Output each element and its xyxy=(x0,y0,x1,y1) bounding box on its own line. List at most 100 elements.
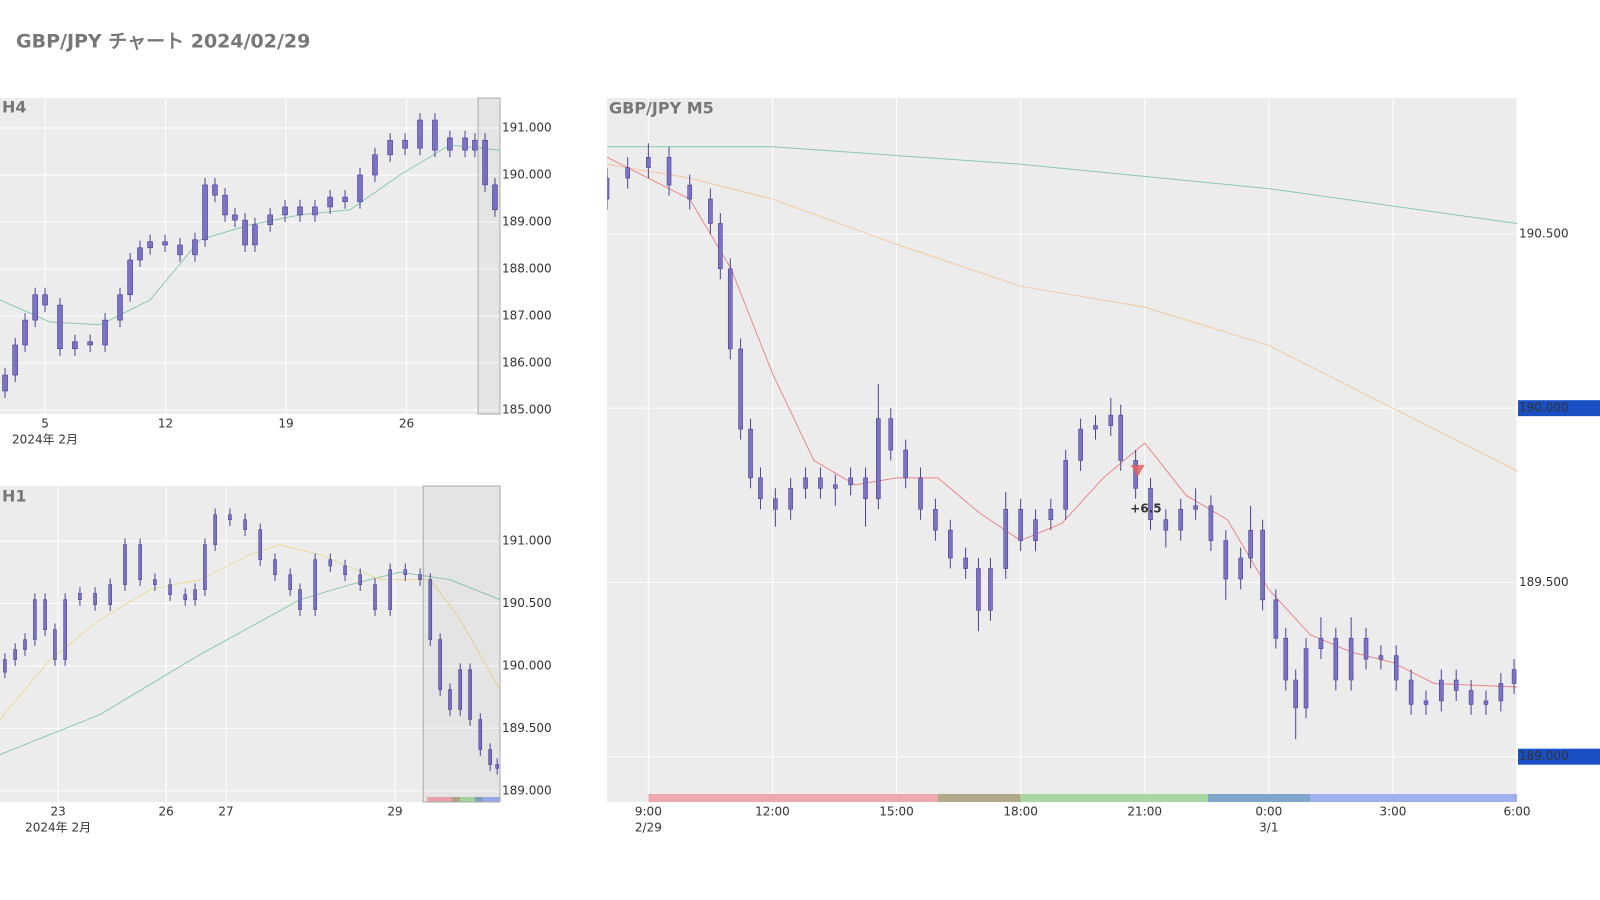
range-box xyxy=(422,485,501,803)
x-tick-label: 27 xyxy=(218,805,233,819)
x-tick-label: 26 xyxy=(399,417,414,431)
candle-body xyxy=(1163,519,1169,531)
candle-body xyxy=(327,196,333,208)
candle-body xyxy=(312,206,318,216)
candle-body xyxy=(1033,519,1038,541)
candle-body xyxy=(848,477,853,486)
candle-body xyxy=(738,348,743,430)
candle-body xyxy=(472,139,478,151)
candle-body xyxy=(418,574,422,580)
candle-body xyxy=(748,428,753,479)
candle-body xyxy=(1118,414,1124,461)
candle-body xyxy=(93,593,97,605)
candle-body xyxy=(666,156,672,186)
candle-body xyxy=(773,498,778,510)
candle-body xyxy=(918,477,923,510)
candle-body xyxy=(123,544,127,585)
candle-body xyxy=(2,374,8,392)
candle-body xyxy=(42,294,48,306)
x-tick-label: 21:00 xyxy=(1127,805,1162,819)
price-highlight xyxy=(1518,748,1600,765)
candle-body xyxy=(1193,505,1198,510)
candle-body xyxy=(12,344,18,376)
candle-body xyxy=(438,639,442,690)
y-tick-label: 187.000 xyxy=(502,308,552,322)
candle-body xyxy=(63,599,67,660)
candle-body xyxy=(818,477,823,489)
candle-body xyxy=(1048,508,1054,521)
y-tick-label: 190.500 xyxy=(1519,226,1569,240)
candle-body xyxy=(1078,428,1083,461)
candle-body xyxy=(343,565,347,575)
candle-body xyxy=(788,488,793,510)
candle-body xyxy=(87,341,93,346)
candle-body xyxy=(402,139,408,149)
candle-body xyxy=(1208,505,1214,541)
candle-body xyxy=(388,569,392,610)
session-band xyxy=(1310,794,1517,802)
x-sublabel: 2024年 2月 xyxy=(25,821,91,835)
y-tick-label: 189.500 xyxy=(1519,575,1569,589)
session-band xyxy=(1020,794,1209,802)
moving-average xyxy=(0,571,500,756)
candle-body xyxy=(1303,648,1309,709)
candle-body xyxy=(1293,679,1299,709)
candle-body xyxy=(1148,488,1153,521)
x-tick-label: 0:00 xyxy=(1255,805,1282,819)
candle-body xyxy=(1453,679,1459,691)
candle-body xyxy=(495,764,499,769)
candle-body xyxy=(243,519,247,531)
x-tick-label: 9:00 xyxy=(635,805,662,819)
candle-body xyxy=(607,177,610,200)
candle-body xyxy=(23,639,27,650)
session-band xyxy=(475,797,484,802)
candle-body xyxy=(313,559,317,610)
candle-body xyxy=(718,223,723,270)
candle-body xyxy=(32,294,38,321)
y-tick-label: 185.000 xyxy=(502,402,552,416)
y-tick-label: 189.500 xyxy=(502,721,552,735)
chart-title: H4 xyxy=(2,98,27,117)
candle-body xyxy=(417,119,423,149)
candle-body xyxy=(298,589,302,610)
y-tick-label: 189.000 xyxy=(502,214,552,228)
candle-body xyxy=(988,568,993,611)
candle-body xyxy=(833,484,838,489)
candle-body xyxy=(372,154,378,176)
candle-body xyxy=(403,569,408,575)
candle-body xyxy=(428,579,433,640)
candle-body xyxy=(1273,599,1279,639)
y-tick-label: 190.000 xyxy=(1519,401,1569,415)
plot-area xyxy=(0,486,500,802)
candle-body xyxy=(1483,700,1489,705)
candle-body xyxy=(13,649,17,660)
candle-body xyxy=(193,589,197,600)
candle-body xyxy=(203,544,207,590)
candle-body xyxy=(488,749,492,765)
candle-body xyxy=(53,629,57,660)
candle-body xyxy=(478,719,483,750)
candle-body xyxy=(458,669,463,710)
y-tick-label: 190.500 xyxy=(502,596,552,610)
moving-average xyxy=(0,144,500,326)
plot-background xyxy=(0,98,500,414)
annotation: +6.5 xyxy=(1130,502,1161,516)
candle-body xyxy=(373,584,377,610)
y-tick-label: 186.000 xyxy=(502,355,552,369)
candle-body xyxy=(192,239,198,256)
candle-body xyxy=(1003,508,1009,569)
range-box xyxy=(477,97,501,415)
candle-body xyxy=(1260,529,1265,601)
candle-body xyxy=(358,574,363,585)
price-highlight xyxy=(1518,400,1600,417)
candle-body xyxy=(177,244,183,256)
candle-body xyxy=(432,119,438,151)
candle-body xyxy=(448,689,452,710)
moving-average xyxy=(607,146,1517,224)
trade-marker xyxy=(1130,464,1145,477)
candle-body xyxy=(1408,679,1414,705)
candle-body xyxy=(162,241,168,246)
session-band xyxy=(483,797,500,802)
candle-body xyxy=(72,341,78,350)
candle-body xyxy=(147,241,153,249)
